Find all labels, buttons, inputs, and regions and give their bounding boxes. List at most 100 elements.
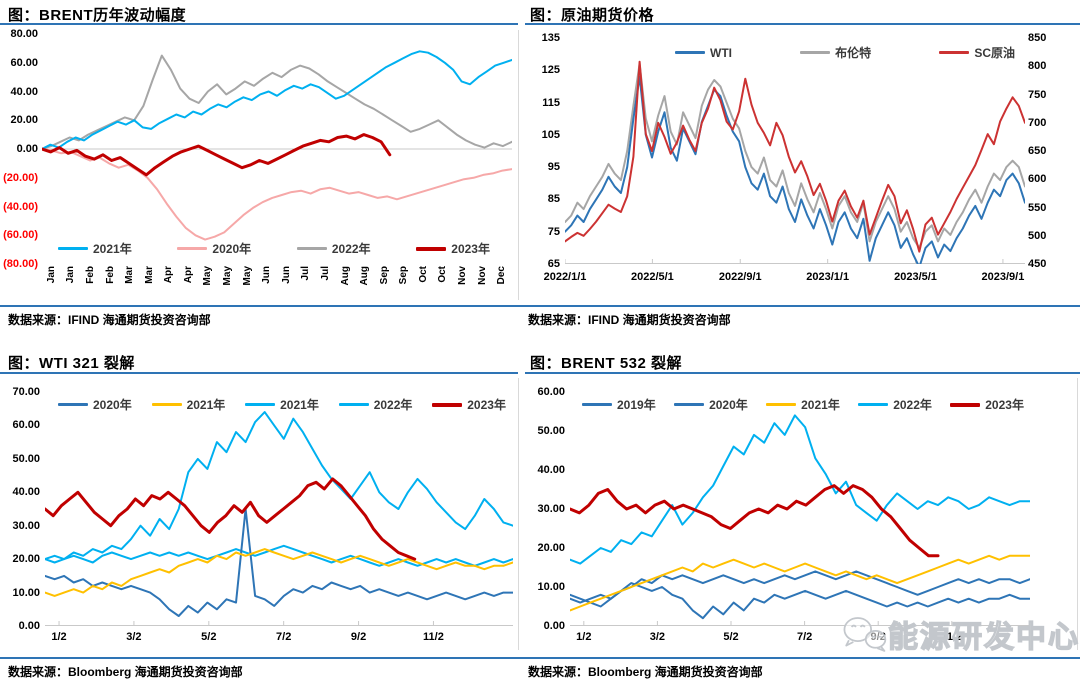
x-tick-label: Dec — [496, 266, 508, 285]
legend-item: 2022年 — [858, 396, 932, 413]
legend-label: 2022年 — [893, 398, 932, 412]
legend-line-swatch — [58, 403, 88, 406]
y-tick-label: 40.00 — [12, 486, 40, 499]
legend-label: 2021年 — [93, 242, 132, 256]
y-tick-label: 75 — [547, 225, 560, 238]
plot-area — [40, 34, 513, 264]
legend-label: 2022年 — [373, 398, 413, 412]
x-tick-label: Sep — [378, 266, 390, 285]
x-tick-label: Jun — [280, 266, 292, 284]
x-tick-label: Jan — [65, 266, 77, 284]
y-tick-label: 800 — [1028, 60, 1047, 73]
x-tick-label: 11/2 — [941, 631, 963, 643]
x-tick-label: 2022/5/1 — [630, 271, 674, 283]
wechat-icon — [843, 617, 887, 652]
y-axis: 60.00 50.00 40.00 30.00 20.00 10.00 0.00 — [525, 386, 565, 632]
x-tick-label: Aug — [339, 266, 351, 286]
title-underline — [525, 372, 1080, 374]
y-tick-label: (40.00) — [3, 200, 38, 213]
chart-title: 图：BRENT 532 裂解 — [530, 355, 683, 372]
x-tick-label: May — [222, 266, 234, 286]
y-tick-label: 30.00 — [537, 503, 565, 515]
y-tick-label: 600 — [1028, 173, 1047, 186]
plot-area — [564, 38, 1026, 269]
x-tick-label: Mar — [143, 266, 155, 284]
legend-item: 2021年 — [58, 240, 132, 257]
legend-item: 2020年 — [674, 396, 748, 413]
y-tick-label: 20.00 — [12, 553, 40, 566]
legend-item: 2021年 — [151, 396, 226, 413]
legend-line-swatch — [416, 246, 447, 251]
data-source-top-right: 数据来源：IFIND 海通期货投资咨询部 — [528, 313, 731, 327]
y-tick-label: 135 — [541, 32, 560, 44]
y-tick-label: 20.00 — [10, 114, 38, 127]
legend-item: 布伦特 — [800, 44, 871, 61]
series-2022年 — [44, 411, 514, 561]
y-tick-label: 850 — [1028, 32, 1047, 44]
x-tick-label: Nov — [457, 266, 469, 285]
legend-item: 2021年 — [766, 396, 840, 413]
legend-line-swatch — [939, 51, 970, 54]
legend-label: 2021年 — [280, 398, 319, 412]
y-tick-label: 750 — [1028, 88, 1047, 101]
y-tick-label: 500 — [1028, 229, 1047, 242]
y-tick-label: 85 — [547, 193, 560, 206]
data-source-bottom-left: 数据来源：Bloomberg 海通期货投资咨询部 — [8, 665, 243, 679]
y-axis: 70.00 60.00 50.00 40.00 30.00 20.00 10.00 0.00 — [0, 386, 40, 632]
x-tick-label: 2023/9/1 — [981, 271, 1025, 283]
chart-panel-brent-volatility: 图：BRENT历年波动幅度 80.00 60.00 40.00 20.00 0.00 (2… — [0, 0, 518, 305]
x-tick-label: Sep — [398, 266, 410, 285]
legend: 2019年 2020年 2021年 2022年 2023年 — [582, 396, 1024, 413]
y-tick-label: (60.00) — [3, 229, 38, 242]
x-tick-label: Nov — [476, 266, 488, 285]
watermark-text: 能源研发中心 — [887, 620, 1080, 654]
legend-line-swatch — [245, 403, 276, 406]
legend-item: SC原油 — [939, 44, 1015, 61]
series-2021年 — [41, 50, 513, 150]
legend-item: 2023年 — [432, 396, 506, 413]
y-tick-label: 50.00 — [537, 424, 565, 437]
legend-label: 2023年 — [451, 242, 490, 256]
legend-line-swatch — [338, 403, 369, 406]
x-axis: 1/2 3/2 5/2 7/2 9/2 11/2 — [45, 628, 513, 644]
x-tick-label: 7/2 — [276, 631, 292, 643]
legend-item: 2022年 — [338, 396, 413, 413]
x-tick-label: May — [241, 266, 253, 286]
legend-item: 2020年 — [58, 396, 132, 413]
plot-area — [43, 392, 514, 626]
x-tick-label: 11/2 — [423, 631, 444, 643]
legend-line-swatch — [177, 247, 208, 250]
panel-border — [1077, 378, 1078, 650]
title-underline — [525, 23, 1080, 25]
legend-item: 2023年 — [950, 396, 1024, 413]
x-tick-label: Mar — [124, 266, 136, 284]
legend-line-swatch — [582, 403, 612, 406]
y-axis-left: 135 125 115 105 95 85 75 65 — [523, 32, 560, 270]
data-source-bottom-right: 数据来源：Bloomberg 海通期货投资咨询部 — [528, 665, 763, 679]
legend-line-swatch — [432, 402, 463, 407]
series-2022年 — [569, 414, 1031, 565]
series-2023年 — [43, 477, 417, 561]
legend-label: WTI — [710, 45, 732, 60]
y-tick-label: 450 — [1028, 258, 1047, 270]
title-underline — [0, 23, 518, 25]
y-tick-label: 80.00 — [10, 28, 38, 40]
legend-line-swatch — [950, 402, 981, 407]
legend-line-swatch — [151, 403, 182, 406]
series-2023年 — [40, 133, 392, 177]
y-tick-label: 70.00 — [12, 386, 40, 398]
x-tick-label: Jan — [45, 266, 57, 284]
x-axis: Jan Jan Feb Feb Mar Mar Apr Apr May May May Jun Jun J… — [42, 264, 512, 302]
legend-label: 布伦特 — [835, 46, 872, 60]
legend-line-swatch — [58, 247, 88, 250]
legend-item: WTI — [675, 46, 732, 60]
legend: WTI 布伦特 SC原油 — [675, 44, 1015, 61]
y-tick-label: 10.00 — [537, 581, 565, 593]
y-tick-label: 0.00 — [543, 620, 565, 632]
y-tick-label: 65 — [547, 258, 560, 270]
legend-label: 2021年 — [186, 398, 226, 412]
chart-panel-crude-futures: 图：原油期货价格 135 125 115 105 95 85 75 65 850 800 750 7… — [520, 0, 1080, 305]
legend-label: 2023年 — [467, 398, 506, 412]
x-tick-label: Oct — [417, 266, 429, 283]
